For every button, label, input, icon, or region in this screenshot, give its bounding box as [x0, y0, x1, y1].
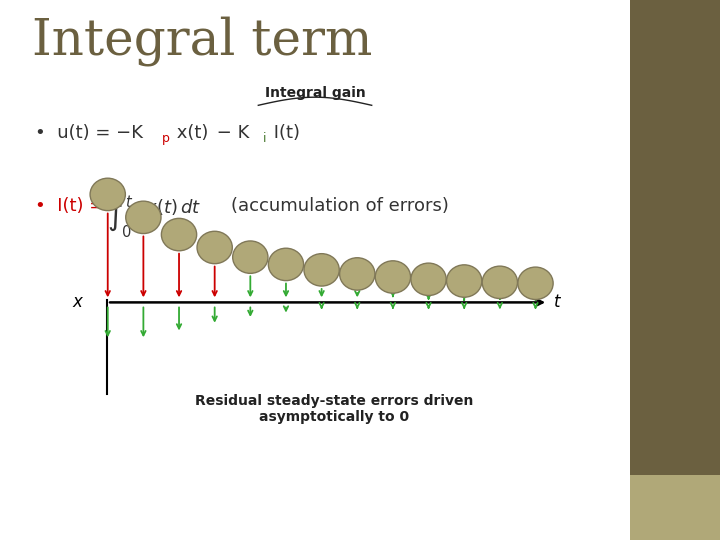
Ellipse shape	[197, 231, 233, 264]
Ellipse shape	[375, 261, 410, 293]
Text: Integral gain: Integral gain	[265, 86, 365, 100]
Ellipse shape	[446, 265, 482, 297]
Text: •  u(t) = −K: • u(t) = −K	[35, 124, 143, 142]
Text: •  I(t) =: • I(t) =	[35, 197, 109, 215]
Text: p: p	[162, 132, 170, 145]
Ellipse shape	[269, 248, 304, 281]
Text: i: i	[263, 132, 266, 145]
Ellipse shape	[482, 266, 518, 299]
Ellipse shape	[304, 254, 339, 286]
Ellipse shape	[518, 267, 553, 300]
Text: t: t	[554, 293, 561, 312]
Text: Residual steady-state errors driven
asymptotically to 0: Residual steady-state errors driven asym…	[194, 394, 473, 424]
Ellipse shape	[161, 218, 197, 251]
Ellipse shape	[233, 241, 268, 273]
Text: x: x	[72, 293, 82, 312]
Ellipse shape	[90, 178, 125, 211]
Ellipse shape	[411, 263, 446, 295]
Ellipse shape	[126, 201, 161, 233]
Text: I(t): I(t)	[269, 124, 300, 142]
Text: Integral term: Integral term	[32, 16, 372, 66]
Ellipse shape	[340, 258, 375, 290]
Text: x(t): x(t)	[171, 124, 208, 142]
Text: $\int_0^t$: $\int_0^t$	[107, 194, 133, 241]
Text: $x(t)\,dt$: $x(t)\,dt$	[145, 197, 201, 217]
Text: (accumulation of errors): (accumulation of errors)	[208, 197, 449, 215]
Text: − K: − K	[211, 124, 249, 142]
